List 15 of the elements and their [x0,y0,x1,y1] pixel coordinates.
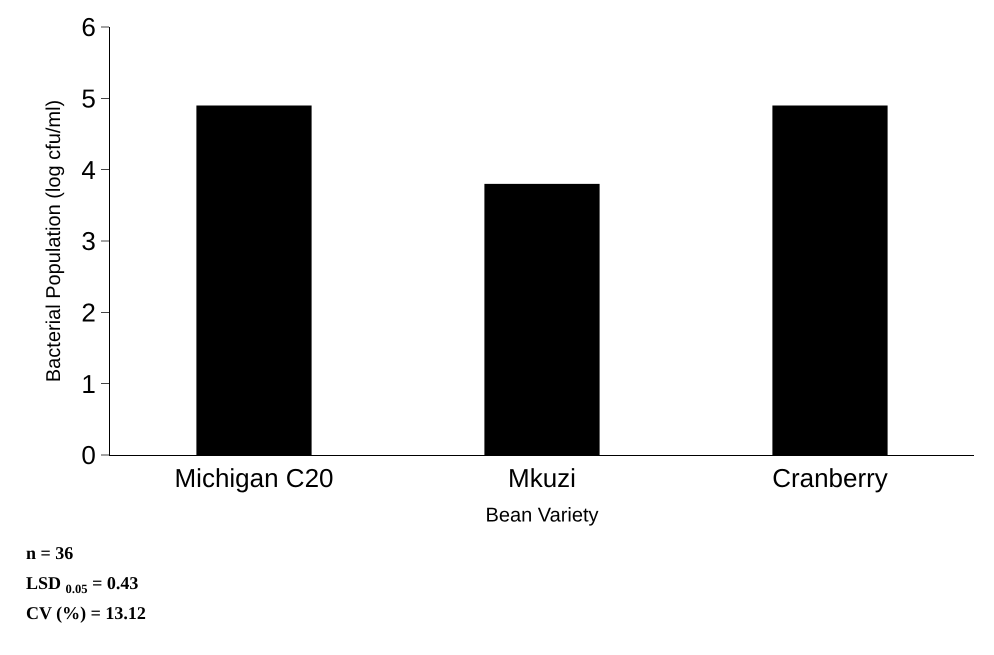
y-tick-label: 5 [81,83,96,114]
x-tick-label: Mkuzi [508,463,576,494]
y-tick-label: 4 [81,154,96,185]
y-tick-label: 1 [81,368,96,399]
y-tick-label: 6 [81,12,96,42]
y-tick-label: 2 [81,297,96,328]
y-tick-label: 0 [81,440,96,470]
text: n = 36 [26,543,74,563]
text: LSD $_{0.05}$ = 0.43 [26,573,138,596]
y-axis-title: Bacterial Population (log cfu/ml) [42,100,65,382]
text: CV (%) = 13.12 [26,603,146,623]
x-tick-label: Cranberry [772,463,888,494]
x-axis-title: Bean Variety [485,504,599,527]
x-tick-label: Michigan C20 [174,463,334,494]
y-tick-label: 3 [81,226,96,256]
